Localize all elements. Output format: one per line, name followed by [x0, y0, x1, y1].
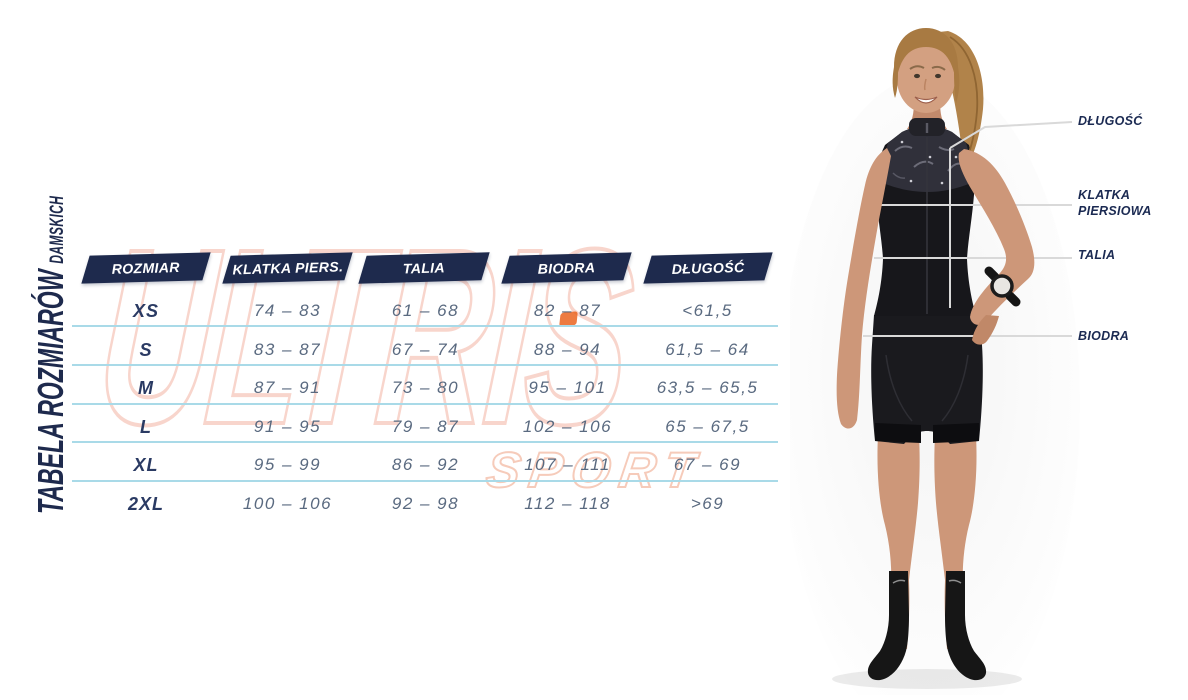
waist-cell: 61 – 68	[391, 301, 460, 320]
row-separator	[72, 403, 778, 405]
length-cell: 63,5 – 65,5	[656, 378, 759, 397]
hips-cell: 102 – 106	[522, 417, 613, 436]
arms	[836, 148, 1035, 429]
size-cell: S	[139, 340, 153, 360]
waist-cell: 67 – 74	[391, 340, 460, 359]
hips-cell: 88 – 94	[533, 340, 602, 359]
chest-cell: 87 – 91	[253, 378, 322, 397]
table-row: XL 95 – 99 86 – 92 107 – 111 67 – 69	[0, 450, 800, 480]
waist-cell: 86 – 92	[391, 455, 460, 474]
column-header-talia: TALIA	[358, 252, 490, 284]
socks	[867, 571, 987, 681]
table-row: L 91 – 95 79 – 87 102 – 106 65 – 67,5	[0, 412, 800, 442]
waist-cell: 92 – 98	[391, 494, 460, 513]
row-separator	[72, 441, 778, 443]
chest-cell: 83 – 87	[253, 340, 322, 359]
page-title-sub: DAMSKICH	[47, 195, 68, 264]
table-row: S 83 – 87 67 – 74 88 – 94 61,5 – 64	[0, 335, 800, 365]
column-header-klatka: KLATKA PIERS.	[222, 252, 353, 284]
hips-cell: 95 – 101	[528, 378, 607, 397]
chest-cell: 74 – 83	[253, 301, 322, 320]
waist-cell: 79 – 87	[391, 417, 460, 436]
table-row: XS 74 – 83 61 – 68 82 – 87 <61,5	[0, 296, 800, 326]
waist-cell: 73 – 80	[391, 378, 460, 397]
table-row: M 87 – 91 73 – 80 95 – 101 63,5 – 65,5	[0, 373, 800, 403]
chest-cell: 91 – 95	[253, 417, 322, 436]
size-cell: XS	[132, 301, 159, 321]
length-cell: >69	[690, 494, 725, 513]
measurement-lines	[863, 121, 1073, 337]
annotation-hips: BIODRA	[1078, 329, 1130, 343]
length-connector-line	[949, 121, 1073, 149]
column-header-rozmiar: ROZMIAR	[81, 252, 211, 284]
table-row: 2XL 100 – 106 92 – 98 112 – 118 >69	[0, 489, 800, 519]
model-photo	[790, 28, 1080, 695]
row-separator	[72, 364, 778, 366]
chest-cell: 95 – 99	[253, 455, 322, 474]
annotation-length: DŁUGOŚĆ	[1078, 114, 1143, 128]
legs	[877, 435, 977, 649]
annotation-waist: TALIA	[1078, 248, 1116, 262]
annotation-chest: KLATKA PIERSIOWA	[1078, 188, 1152, 218]
head	[892, 28, 979, 168]
length-cell: 67 – 69	[673, 455, 742, 474]
length-cell: 61,5 – 64	[665, 340, 750, 359]
column-header-biodra: BIODRA	[501, 252, 632, 284]
size-cell: 2XL	[127, 494, 164, 514]
chest-cell: 100 – 106	[242, 494, 333, 513]
length-cell: 65 – 67,5	[665, 417, 750, 436]
hips-cell: 107 – 111	[524, 455, 611, 474]
row-separator	[72, 325, 778, 327]
column-header-dlugosc: DŁUGOŚĆ	[643, 252, 773, 284]
hip-hand	[972, 315, 999, 345]
length-cell: <61,5	[682, 301, 733, 320]
watch	[984, 266, 1021, 307]
hips-cell: 82 – 87	[533, 301, 602, 320]
size-cell: L	[140, 417, 152, 437]
size-cell: XL	[133, 455, 159, 475]
size-cell: M	[138, 378, 154, 398]
shorts	[871, 315, 983, 444]
row-separator	[72, 480, 778, 482]
hips-cell: 112 – 118	[524, 494, 611, 513]
